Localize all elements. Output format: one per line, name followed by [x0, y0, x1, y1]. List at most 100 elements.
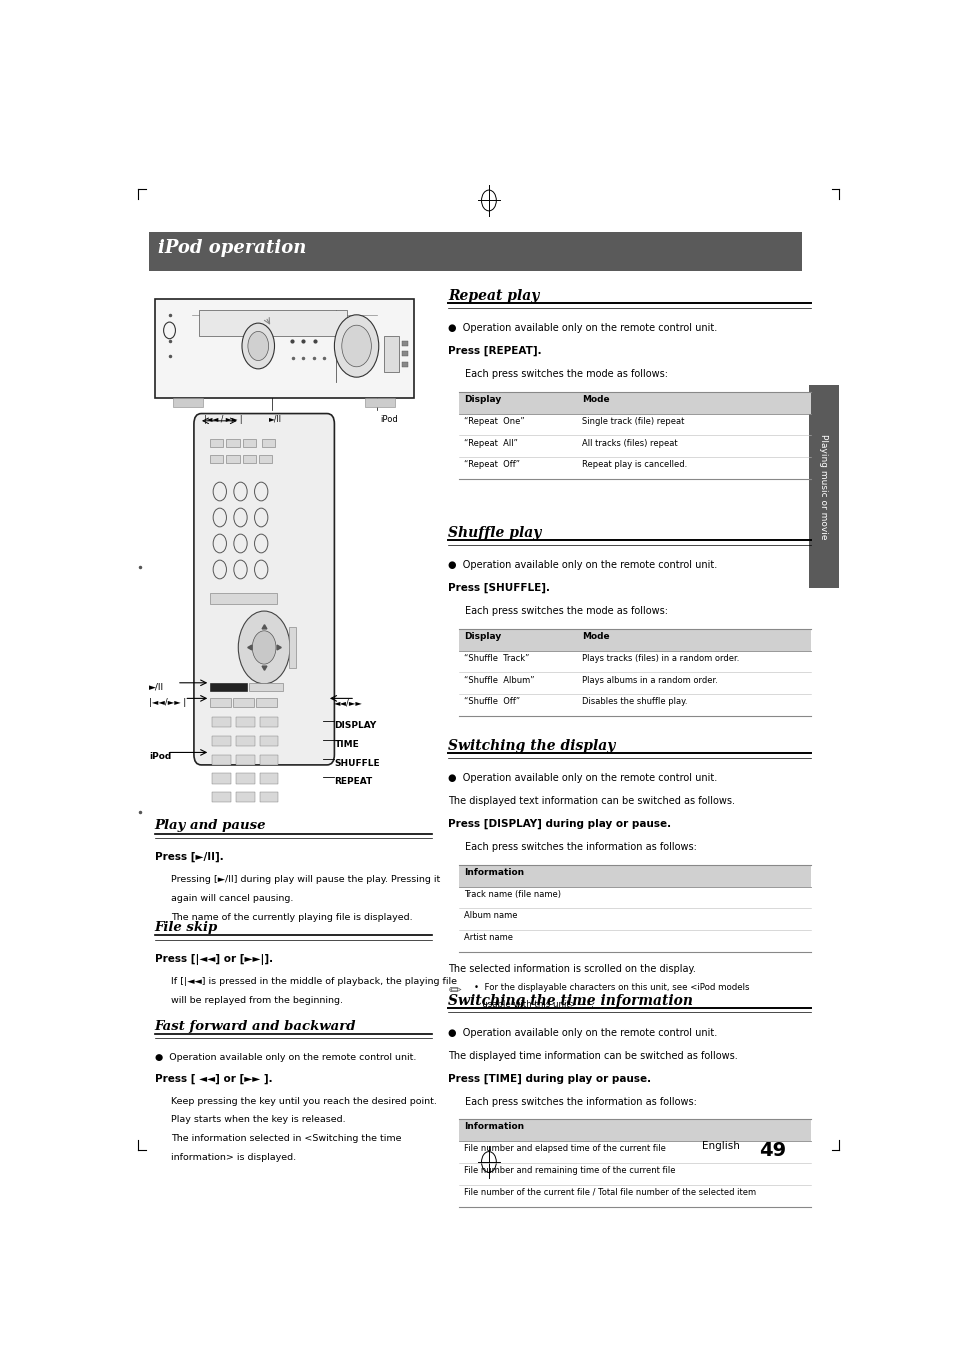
Bar: [210, 683, 247, 691]
Circle shape: [238, 612, 290, 684]
Bar: [210, 594, 276, 603]
Text: usable with this unit> – –.: usable with this unit> – –.: [474, 1000, 594, 1008]
Circle shape: [248, 332, 269, 360]
Text: Repeat play: Repeat play: [448, 289, 539, 302]
Bar: [383, 336, 398, 373]
Bar: [235, 792, 254, 802]
Text: ►/II: ►/II: [149, 683, 164, 691]
Text: Play starts when the key is released.: Play starts when the key is released.: [171, 1115, 345, 1125]
Text: iPod operation: iPod operation: [157, 239, 306, 256]
Bar: [235, 717, 254, 728]
Bar: [808, 386, 838, 589]
Text: Each press switches the mode as follows:: Each press switches the mode as follows:: [464, 369, 667, 379]
Text: The displayed text information can be switched as follows.: The displayed text information can be sw…: [448, 796, 735, 806]
Bar: [402, 351, 408, 356]
Bar: [199, 309, 347, 336]
Text: Switching the display: Switching the display: [448, 738, 615, 753]
Text: The name of the currently playing file is displayed.: The name of the currently playing file i…: [171, 913, 413, 922]
Circle shape: [252, 630, 275, 664]
FancyBboxPatch shape: [193, 413, 335, 765]
Bar: [259, 736, 278, 747]
Bar: [459, 392, 810, 413]
Text: All tracks (files) repeat: All tracks (files) repeat: [581, 439, 677, 447]
Text: Press [ ◄◄] or [►► ].: Press [ ◄◄] or [►► ].: [154, 1073, 272, 1084]
Text: File number of the current file / Total file number of the selected item: File number of the current file / Total …: [463, 1188, 755, 1197]
Text: Switching the time information: Switching the time information: [448, 994, 693, 1007]
Bar: [259, 755, 278, 765]
Bar: [213, 792, 231, 802]
Text: Each press switches the information as follows:: Each press switches the information as f…: [464, 1096, 696, 1107]
Text: Repeat play is cancelled.: Repeat play is cancelled.: [581, 460, 686, 470]
Text: “Repeat  All”: “Repeat All”: [463, 439, 517, 447]
Text: ◄◄/►►: ◄◄/►►: [335, 698, 363, 707]
Text: Shuffle play: Shuffle play: [448, 525, 541, 540]
Text: The information selected in <Switching the time: The information selected in <Switching t…: [171, 1134, 401, 1143]
Bar: [235, 736, 254, 747]
Text: Each press switches the mode as follows:: Each press switches the mode as follows:: [464, 606, 667, 616]
Bar: [259, 792, 278, 802]
Bar: [233, 698, 253, 706]
Text: |◄◄/►► |: |◄◄/►► |: [149, 698, 186, 707]
Circle shape: [341, 325, 371, 367]
Text: ●  Operation available only on the remote control unit.: ● Operation available only on the remote…: [448, 1027, 717, 1038]
Bar: [154, 300, 413, 398]
Bar: [288, 626, 295, 668]
Text: The selected information is scrolled on the display.: The selected information is scrolled on …: [448, 964, 696, 975]
Bar: [210, 439, 223, 447]
Text: English: English: [701, 1141, 740, 1152]
Text: Plays tracks (files) in a random order.: Plays tracks (files) in a random order.: [581, 653, 739, 663]
Text: ●  Operation available only on the remote control unit.: ● Operation available only on the remote…: [154, 1053, 416, 1062]
Text: File number and elapsed time of the current file: File number and elapsed time of the curr…: [463, 1145, 665, 1153]
Bar: [255, 698, 276, 706]
Text: Mode: Mode: [581, 632, 609, 641]
Text: TIME: TIME: [335, 740, 358, 749]
Bar: [242, 455, 255, 463]
Text: Keep pressing the key until you reach the desired point.: Keep pressing the key until you reach th…: [171, 1096, 436, 1106]
Text: “Repeat  Off”: “Repeat Off”: [463, 460, 519, 470]
Text: Disables the shuffle play.: Disables the shuffle play.: [581, 698, 687, 706]
Text: Track name (file name): Track name (file name): [463, 890, 560, 899]
Text: Fast forward and backward: Fast forward and backward: [154, 1019, 355, 1033]
Bar: [149, 232, 801, 271]
Text: “Shuffle  Track”: “Shuffle Track”: [463, 653, 529, 663]
Bar: [235, 774, 254, 783]
Circle shape: [242, 323, 274, 369]
Bar: [213, 774, 231, 783]
Bar: [459, 1119, 810, 1141]
Text: REPEAT: REPEAT: [335, 778, 373, 787]
Text: If [|◄◄] is pressed in the middle of playback, the playing file: If [|◄◄] is pressed in the middle of pla…: [171, 977, 456, 986]
Text: Press [►/II].: Press [►/II].: [154, 852, 223, 863]
Text: Press [TIME] during play or pause.: Press [TIME] during play or pause.: [448, 1073, 651, 1084]
Text: information> is displayed.: information> is displayed.: [171, 1153, 295, 1161]
Text: SHUFFLE: SHUFFLE: [335, 759, 379, 768]
Bar: [365, 398, 395, 408]
Text: “Shuffle  Off”: “Shuffle Off”: [463, 698, 519, 706]
Text: Artist name: Artist name: [463, 933, 513, 942]
Text: The displayed time information can be switched as follows.: The displayed time information can be sw…: [448, 1050, 738, 1061]
Text: Press [REPEAT].: Press [REPEAT].: [448, 346, 541, 356]
Bar: [213, 755, 231, 765]
Text: DISPLAY: DISPLAY: [335, 721, 376, 730]
Bar: [213, 736, 231, 747]
Text: |◄◄ / ►► |: |◄◄ / ►► |: [204, 414, 242, 424]
Bar: [210, 698, 231, 706]
Text: 49: 49: [758, 1141, 785, 1160]
Text: File number and remaining time of the current file: File number and remaining time of the cu…: [463, 1166, 675, 1174]
Text: Album name: Album name: [463, 911, 517, 921]
Text: ✏: ✏: [448, 983, 460, 998]
Bar: [262, 439, 275, 447]
Bar: [226, 439, 239, 447]
Text: “Repeat  One”: “Repeat One”: [463, 417, 524, 425]
Text: Press [|◄◄] or [►►|].: Press [|◄◄] or [►►|].: [154, 954, 273, 965]
Text: Information: Information: [463, 868, 523, 876]
Text: Information: Information: [463, 1122, 523, 1131]
Text: Plays albums in a random order.: Plays albums in a random order.: [581, 675, 718, 684]
Text: ●  Operation available only on the remote control unit.: ● Operation available only on the remote…: [448, 560, 717, 570]
Text: ●  Operation available only on the remote control unit.: ● Operation available only on the remote…: [448, 774, 717, 783]
Text: iPod: iPod: [149, 752, 171, 761]
Bar: [210, 455, 223, 463]
Circle shape: [335, 315, 378, 377]
Bar: [459, 865, 810, 887]
Bar: [459, 629, 810, 651]
Text: Display: Display: [463, 394, 500, 404]
